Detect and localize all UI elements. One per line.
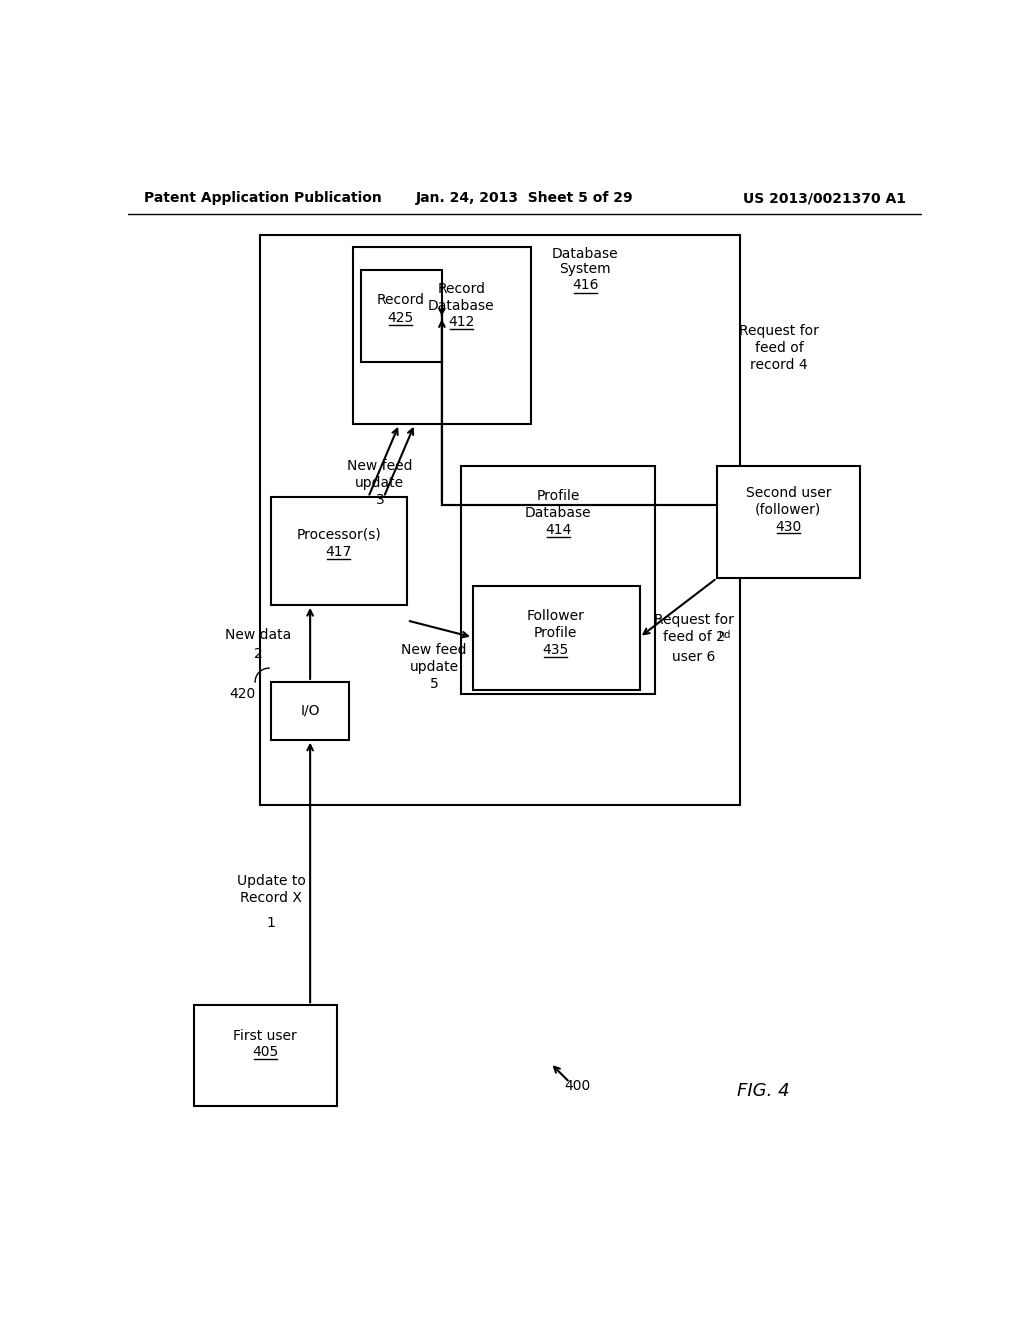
Text: record 4: record 4 [751,358,808,372]
Text: 412: 412 [449,315,474,330]
Bar [360,271,442,363]
Text: (follower): (follower) [755,503,821,516]
Text: Follower: Follower [527,609,585,623]
Text: nd: nd [719,630,731,640]
Text: US 2013/0021370 A1: US 2013/0021370 A1 [743,191,906,206]
Bar [352,247,531,424]
Text: Database: Database [552,247,618,261]
Text: 1: 1 [267,916,275,931]
Bar [194,1006,337,1105]
Text: I/O: I/O [300,704,319,718]
Text: 5: 5 [430,677,438,692]
Text: FIG. 4: FIG. 4 [737,1082,790,1101]
Text: 425: 425 [388,312,414,325]
Text: Patent Application Publication: Patent Application Publication [143,191,381,206]
Bar [461,466,655,693]
Text: feed of 2: feed of 2 [663,630,725,644]
Text: Update to: Update to [237,874,306,888]
Text: 2: 2 [254,647,262,661]
Bar [717,466,860,578]
Text: First user: First user [233,1028,297,1043]
Text: 405: 405 [252,1045,279,1060]
Text: Record: Record [437,281,485,296]
Text: Second user: Second user [745,486,831,500]
Text: 430: 430 [775,520,802,533]
Text: Profile: Profile [535,626,578,640]
Text: System: System [559,263,611,276]
Text: Processor(s): Processor(s) [296,528,381,543]
Text: feed of: feed of [755,341,804,355]
Text: Jan. 24, 2013  Sheet 5 of 29: Jan. 24, 2013 Sheet 5 of 29 [416,191,634,206]
Text: New feed: New feed [401,644,467,657]
Text: 417: 417 [326,545,352,558]
Bar [271,682,349,739]
Text: user 6: user 6 [672,649,716,664]
Text: 420: 420 [229,686,256,701]
Bar [473,586,640,689]
Text: Record: Record [377,293,425,308]
Text: 435: 435 [543,643,569,657]
Text: 414: 414 [545,524,571,537]
Text: Request for: Request for [653,612,733,627]
Text: Record X: Record X [241,891,302,906]
Text: update: update [410,660,459,675]
Text: Request for: Request for [739,323,819,338]
Text: New data: New data [225,628,291,642]
Bar [271,498,407,605]
Bar [260,235,740,805]
Text: 3: 3 [376,492,384,507]
Text: Database: Database [525,507,592,520]
Text: 416: 416 [572,277,598,292]
Text: Database: Database [428,298,495,313]
Text: New feed: New feed [347,459,413,473]
Text: update: update [355,475,404,490]
Text: 400: 400 [564,1078,591,1093]
Text: Profile: Profile [537,490,580,503]
